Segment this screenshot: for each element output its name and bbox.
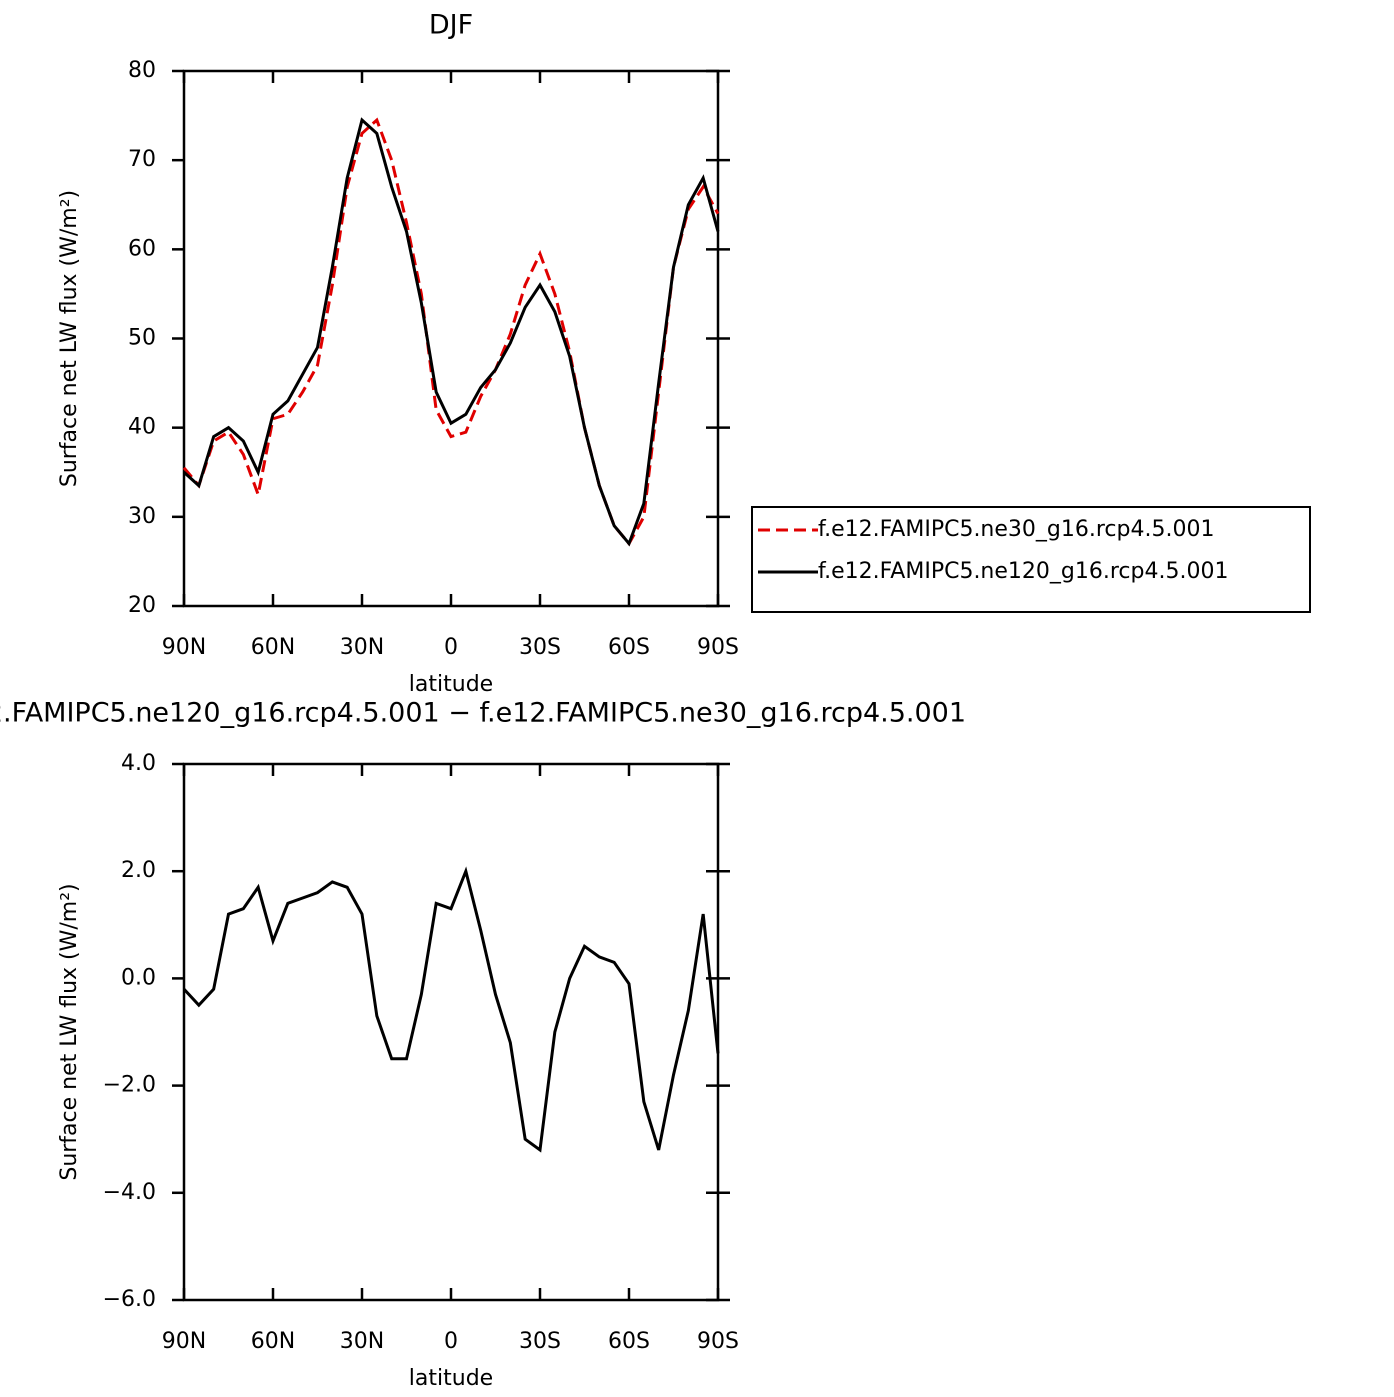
x-tick-label: 0: [444, 635, 458, 660]
chart-title: DJF: [429, 10, 473, 41]
y-tick-label: −4.0: [103, 1180, 156, 1205]
data-line: [182, 117, 720, 547]
x-tick-label: 90N: [162, 635, 206, 660]
x-tick-label: 90S: [697, 1329, 739, 1354]
y-tick-label: −6.0: [103, 1287, 156, 1312]
data-line: [182, 866, 720, 1153]
x-tick-label: 90S: [697, 635, 739, 660]
x-tick-label: 30S: [519, 635, 561, 660]
x-tick-label: 90N: [162, 1329, 206, 1354]
legend-label: f.e12.FAMIPC5.ne30_g16.rcp4.5.001: [818, 517, 1214, 542]
y-tick-label: 30: [128, 504, 156, 529]
x-tick-label: 60N: [251, 635, 295, 660]
y-tick-label: 60: [128, 236, 156, 261]
legend-label: f.e12.FAMIPC5.ne120_g16.rcp4.5.001: [818, 559, 1228, 584]
chart-title: f.e12.FAMIPC5.ne120_g16.rcp4.5.001 − f.e…: [0, 698, 966, 729]
x-tick-label: 0: [444, 1329, 458, 1354]
x-tick-label: 60S: [608, 635, 650, 660]
y-tick-label: 40: [128, 415, 156, 440]
y-tick-label: 2.0: [121, 858, 156, 883]
y-axis-label: Surface net LW flux (W/m²): [57, 883, 82, 1180]
y-tick-label: 80: [128, 58, 156, 83]
y-tick-label: −2.0: [103, 1073, 156, 1098]
y-axis-label: Surface net LW flux (W/m²): [57, 190, 82, 487]
data-line: [182, 117, 720, 547]
x-tick-label: 60N: [251, 1329, 295, 1354]
y-tick-label: 4.0: [121, 751, 156, 776]
x-axis-label: latitude: [409, 1366, 493, 1391]
x-tick-label: 30N: [340, 635, 384, 660]
y-tick-label: 70: [128, 147, 156, 172]
x-axis-label: latitude: [409, 672, 493, 697]
y-tick-label: 50: [128, 326, 156, 351]
y-tick-label: 0.0: [121, 965, 156, 990]
x-tick-label: 60S: [608, 1329, 650, 1354]
plot-frame: [182, 762, 720, 1302]
x-tick-label: 30N: [340, 1329, 384, 1354]
legend-box: [751, 506, 1311, 613]
x-tick-label: 30S: [519, 1329, 561, 1354]
y-tick-label: 20: [128, 593, 156, 618]
